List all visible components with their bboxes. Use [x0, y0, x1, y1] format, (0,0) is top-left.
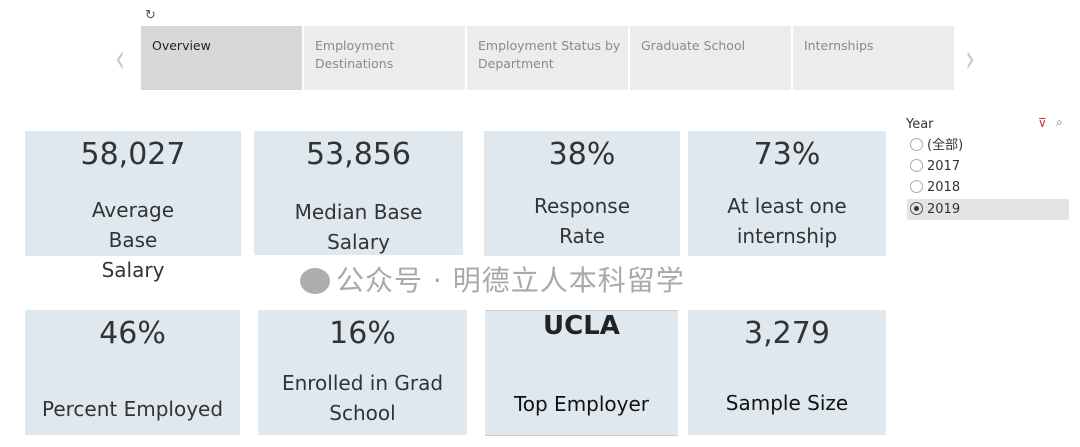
kpi-value: 16%: [329, 316, 396, 351]
tab-employment-status[interactable]: Employment Status by Department: [467, 26, 628, 90]
kpi-label: Top Employer: [513, 392, 650, 416]
kpi-value: 46%: [99, 316, 166, 351]
tab-graduate-school[interactable]: Graduate School: [630, 26, 791, 90]
revert-icon[interactable]: ↻: [145, 8, 156, 23]
wechat-icon: [300, 268, 330, 294]
year-option-all[interactable]: (全部): [907, 135, 1069, 156]
kpi-percent-employed: 46% Percent Employed: [25, 310, 240, 435]
option-label: (全部): [927, 138, 964, 153]
kpi-response-rate: 38% Response Rate: [484, 131, 680, 256]
kpi-top-employer: UCLA Top Employer: [485, 310, 678, 436]
kpi-label: Enrolled in Grad School: [281, 371, 444, 425]
kpi-label: At least one internship: [727, 194, 847, 248]
year-filter-title: Year: [906, 117, 934, 132]
kpi-average-salary: 58,027 Average Base Salary: [25, 131, 241, 282]
watermark: 公众号 · 明德立人本科留学: [336, 264, 685, 297]
next-tab-arrow[interactable]: ›: [965, 36, 975, 82]
kpi-label: Response Rate: [533, 194, 631, 248]
option-label: 2017: [927, 159, 961, 174]
radio-icon[interactable]: [910, 159, 923, 172]
kpi-value: UCLA: [543, 311, 620, 341]
year-option-2019[interactable]: 2019: [907, 199, 1069, 220]
kpi-label: Average Base Salary: [91, 198, 175, 282]
radio-icon[interactable]: [910, 138, 923, 151]
radio-icon[interactable]: [910, 180, 923, 193]
kpi-label: Percent Employed: [41, 397, 224, 421]
kpi-grad-school: 16% Enrolled in Grad School: [258, 310, 467, 435]
year-option-2017[interactable]: 2017: [907, 156, 1069, 177]
option-label: 2018: [927, 180, 961, 195]
kpi-label: Sample Size: [725, 391, 849, 415]
kpi-sample-size: 3,279 Sample Size: [688, 310, 886, 435]
kpi-value: 58,027: [80, 137, 186, 172]
kpi-median-salary: 53,856 Median Base Salary: [254, 131, 463, 255]
kpi-internship: 73% At least one internship: [688, 131, 886, 256]
kpi-value: 53,856: [306, 137, 411, 172]
prev-tab-arrow[interactable]: ‹: [115, 36, 125, 82]
kpi-label: Median Base Salary: [294, 200, 423, 254]
year-option-2018[interactable]: 2018: [907, 177, 1069, 198]
radio-selected-icon[interactable]: [910, 202, 923, 215]
kpi-value: 73%: [753, 137, 821, 172]
clear-filter-icon[interactable]: ⊽: [1038, 116, 1047, 130]
option-label: 2019: [927, 202, 961, 217]
tab-overview[interactable]: Overview: [141, 26, 302, 90]
tab-employment-destinations[interactable]: Employment Destinations: [304, 26, 465, 90]
kpi-value: 3,279: [744, 316, 830, 351]
search-icon[interactable]: ⌕: [1056, 115, 1063, 129]
kpi-value: 38%: [548, 137, 616, 172]
tab-internships[interactable]: Internships: [793, 26, 954, 90]
